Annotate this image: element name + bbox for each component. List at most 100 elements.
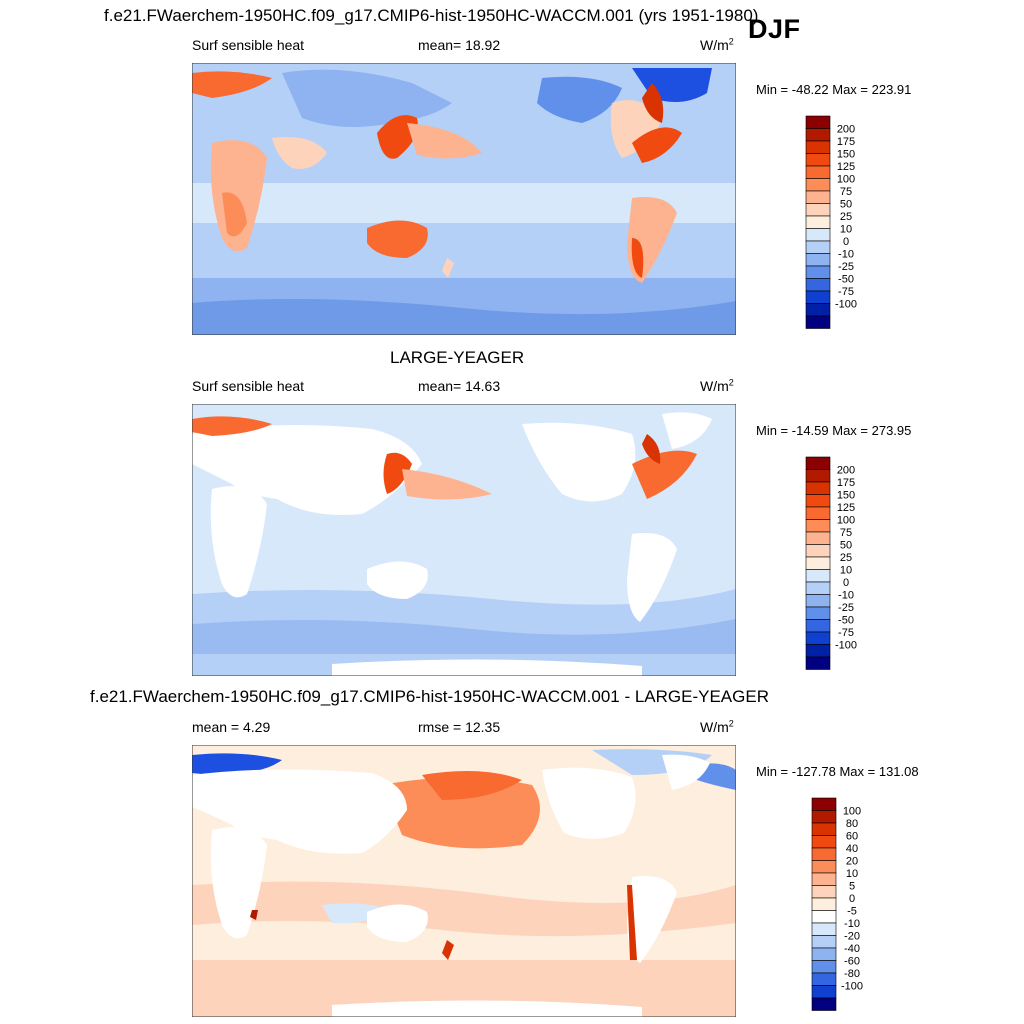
colorbar-swatch	[805, 303, 831, 317]
colorbar-swatch	[811, 985, 837, 999]
colorbar-swatch	[805, 519, 831, 533]
colorbar-swatch	[805, 215, 831, 229]
colorbar-tick-label: -50	[838, 274, 854, 286]
colorbar-swatch	[805, 456, 831, 470]
colorbar-tick-label: 100	[843, 806, 861, 818]
colorbar-tick-label: 0	[843, 236, 849, 248]
colorbar-swatch	[811, 935, 837, 949]
colorbar-swatch	[805, 631, 831, 645]
panel1-minmax: Min = -48.22 Max = 223.91	[756, 82, 912, 97]
colorbar-tick-label: 0	[849, 893, 855, 905]
colorbar-swatch	[805, 506, 831, 520]
colorbar-swatch	[811, 910, 837, 924]
panel2-units: W/m2	[700, 377, 734, 394]
colorbar-tick-label: 150	[837, 490, 855, 502]
colorbar-tick-label: 40	[846, 843, 858, 855]
colorbar-tick-label: -10	[844, 918, 860, 930]
colorbar-tick-label: 100	[837, 174, 855, 186]
colorbar-swatch	[805, 290, 831, 304]
colorbar-tick-label: 80	[846, 818, 858, 830]
colorbar-tick-label: -75	[838, 627, 854, 639]
colorbar-swatch	[805, 278, 831, 292]
colorbar-swatch	[805, 556, 831, 570]
colorbar-tick-label: -20	[844, 931, 860, 943]
panel3-minmax: Min = -127.78 Max = 131.08	[756, 764, 919, 779]
colorbar-tick-label: -100	[841, 981, 863, 993]
colorbar-tick-label: -10	[838, 249, 854, 261]
colorbar-tick-label: -40	[844, 943, 860, 955]
colorbar-swatch	[805, 581, 831, 595]
panel2-minmax: Min = -14.59 Max = 273.95	[756, 423, 912, 438]
colorbar-swatch	[811, 810, 837, 824]
panel1-mean-label: mean= 18.92	[418, 37, 501, 53]
colorbar-swatch	[805, 203, 831, 217]
colorbar-tick-label: 100	[837, 515, 855, 527]
colorbar-tick-label: 75	[840, 527, 852, 539]
colorbar-tick-label: 25	[840, 211, 852, 223]
colorbar-tick-label: -80	[844, 968, 860, 980]
colorbar-swatch	[811, 822, 837, 836]
colorbar-swatch	[805, 190, 831, 204]
colorbar-tick-label: -100	[835, 299, 857, 311]
colorbar-swatch	[805, 315, 831, 329]
colorbar-tick-label: 175	[837, 477, 855, 489]
colorbar-swatch	[811, 922, 837, 936]
colorbar-swatch	[805, 140, 831, 154]
colorbar-tick-label: -25	[838, 261, 854, 273]
colorbar-swatch	[811, 997, 837, 1011]
colorbar-swatch	[805, 469, 831, 483]
colorbar-tick-label: 5	[849, 881, 855, 893]
panel1-variable-label: Surf sensible heat	[192, 37, 305, 53]
colorbar-tick-label: 75	[840, 186, 852, 198]
colorbar-tick-label: 125	[837, 502, 855, 514]
colorbar-tick-label: 20	[846, 856, 858, 868]
colorbar-tick-label: 200	[837, 124, 855, 136]
colorbar-swatch	[811, 885, 837, 899]
colorbar-swatch	[811, 872, 837, 886]
colorbar-swatch	[811, 835, 837, 849]
colorbar-swatch	[805, 240, 831, 254]
panel2-variable-label: Surf sensible heat	[192, 378, 305, 394]
colorbar-swatch	[805, 153, 831, 167]
colorbar-tick-label: 125	[837, 161, 855, 173]
panel1-units: W/m2	[700, 36, 734, 53]
colorbar-tick-label: -5	[847, 906, 857, 918]
colorbar-tick-label: 50	[840, 540, 852, 552]
colorbar-swatch	[805, 165, 831, 179]
panel3-map	[192, 745, 736, 1017]
colorbar-tick-label: 0	[843, 577, 849, 589]
colorbar-tick-label: -10	[838, 590, 854, 602]
colorbar-swatch	[805, 569, 831, 583]
colorbar-swatch	[811, 960, 837, 974]
colorbar-swatch	[805, 178, 831, 192]
colorbar-swatch	[805, 606, 831, 620]
colorbar-swatch	[811, 847, 837, 861]
colorbar-tick-label: -75	[838, 286, 854, 298]
panel3-rmse-label: rmse = 12.35	[418, 719, 501, 735]
colorbar-swatch	[805, 644, 831, 658]
colorbar-swatch	[805, 494, 831, 508]
colorbar-swatch	[805, 265, 831, 279]
colorbar-tick-label: 10	[846, 868, 858, 880]
colorbar-tick-label: -100	[835, 640, 857, 652]
colorbar-tick-label: 60	[846, 831, 858, 843]
colorbar-swatch	[805, 481, 831, 495]
colorbar-swatch	[805, 253, 831, 267]
colorbar-tick-label: 50	[840, 199, 852, 211]
colorbar-swatch	[805, 531, 831, 545]
colorbar-tick-label: -50	[838, 615, 854, 627]
colorbar-tick-label: 200	[837, 465, 855, 477]
panel1-map	[192, 63, 736, 335]
panel3-title: f.e21.FWaerchem-1950HC.f09_g17.CMIP6-his…	[90, 687, 769, 706]
colorbar-swatch	[811, 797, 837, 811]
colorbar-tick-label: 10	[840, 224, 852, 236]
colorbar-swatch	[811, 947, 837, 961]
colorbar-swatch	[805, 228, 831, 242]
colorbar-swatch	[805, 544, 831, 558]
colorbar-swatch	[805, 656, 831, 670]
colorbar-tick-label: 25	[840, 552, 852, 564]
colorbar-tick-label: 150	[837, 149, 855, 161]
colorbar-swatch	[805, 594, 831, 608]
